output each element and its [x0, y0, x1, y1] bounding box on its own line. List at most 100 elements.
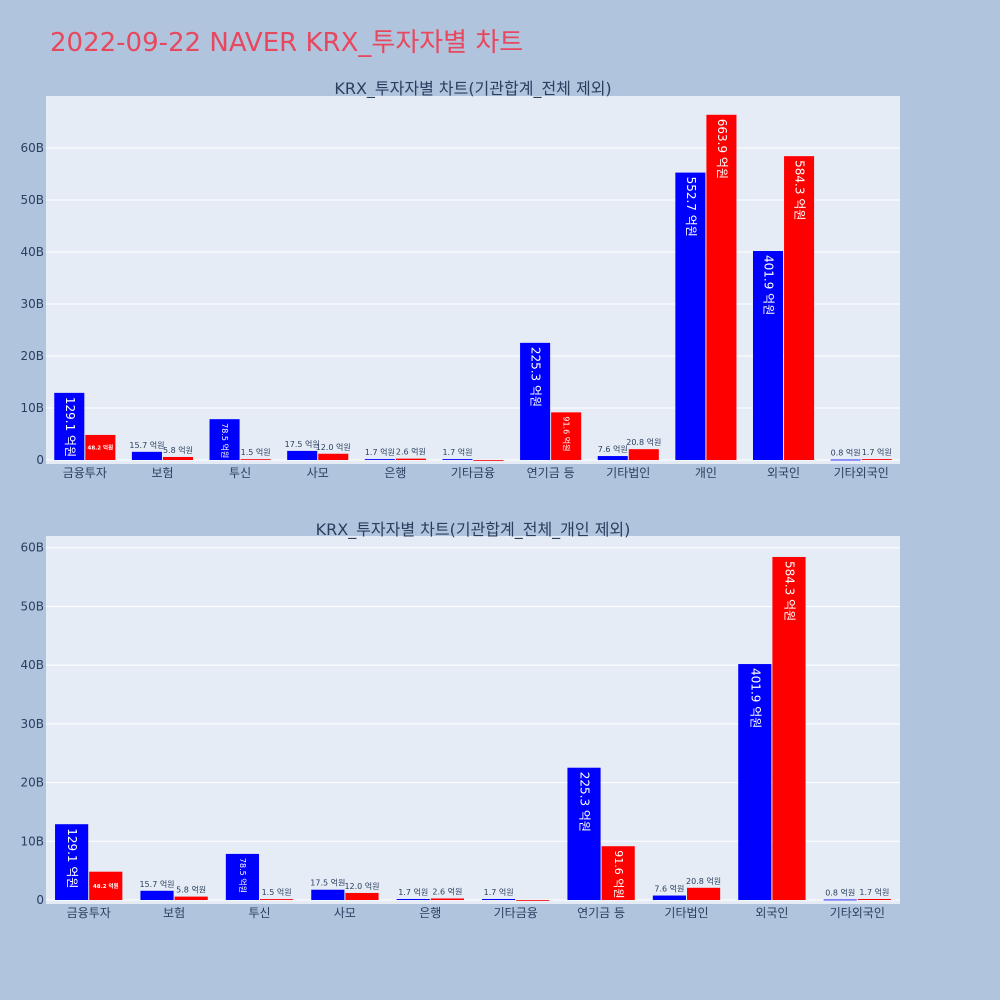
bar-value-label: 1.7 억원: [398, 887, 428, 897]
bar-sell: [830, 459, 861, 461]
bar-sell: [311, 889, 345, 900]
bar-sell: [287, 450, 318, 460]
bar-buy: [89, 871, 123, 900]
bar-value-label: 5.8 억원: [163, 445, 193, 455]
x-tick-label: 보험: [163, 906, 185, 920]
x-tick-label: 은행: [419, 905, 441, 920]
y-tick-label: 50B: [20, 599, 44, 613]
bar-buy: [174, 896, 208, 900]
bar-value-label: 15.7 억원: [139, 879, 174, 889]
bar-value-label: 91.6 억원: [562, 416, 572, 451]
bar-value-label: 663.9 억원: [715, 119, 729, 179]
y-tick-label: 20B: [20, 349, 44, 363]
y-tick-label: 0: [36, 453, 44, 467]
x-tick-label: 투신: [229, 466, 251, 480]
bar-value-label: 225.3 억원: [578, 772, 592, 832]
y-tick-label: 40B: [20, 245, 44, 259]
bar-value-label: 0.8 억원: [831, 448, 861, 458]
y-tick-label: 50B: [20, 193, 44, 207]
bar-buy: [601, 846, 635, 900]
bar-buy: [784, 156, 815, 460]
y-tick-label: 0: [36, 893, 44, 907]
bar-buy: [260, 899, 294, 900]
bar-sell: [131, 451, 162, 460]
bar-sell: [442, 459, 473, 460]
bar-value-label: 552.7 억원: [684, 177, 698, 237]
x-tick-label: 외국인: [755, 906, 788, 920]
bar-buy: [706, 114, 737, 460]
bar-buy: [516, 900, 550, 901]
plot-area: [46, 536, 900, 904]
bar-sell: [675, 172, 706, 460]
page-title: 2022-09-22 NAVER KRX_투자자별 차트: [50, 28, 524, 58]
bar-buy: [772, 556, 806, 900]
x-tick-label: 금융투자: [63, 466, 107, 480]
bar-buy: [551, 412, 582, 460]
bar-buy: [473, 460, 504, 461]
x-tick-label: 개인: [695, 466, 717, 480]
bar-buy: [162, 456, 194, 460]
y-tick-label: 10B: [20, 834, 44, 848]
bar-value-label: 1.5 억원: [262, 887, 292, 897]
bar-value-label: 401.9 억원: [748, 668, 762, 728]
bar-value-label: 78.5 억원: [220, 423, 230, 458]
bar-value-label: 17.5 억원: [285, 439, 320, 449]
y-tick-label: 30B: [20, 297, 44, 311]
bar-buy: [240, 459, 271, 461]
bar-value-label: 1.7 억원: [862, 447, 892, 457]
bar-buy: [861, 459, 892, 460]
bar-sell: [738, 664, 772, 900]
bar-sell: [396, 899, 430, 900]
bar-value-label: 7.6 억원: [654, 884, 684, 894]
bar-sell: [482, 899, 516, 900]
bar-sell: [823, 899, 857, 901]
bar-value-label: 5.8 억원: [176, 885, 206, 895]
bar-value-label: 129.1 억원: [63, 397, 77, 457]
bar-sell: [520, 342, 551, 460]
bar-buy: [395, 458, 426, 460]
bar-value-label: 15.7 억원: [129, 440, 164, 450]
bar-sell: [567, 767, 601, 900]
chart-title: KRX_투자자별 차트(기관합계_전체 제외): [334, 79, 611, 99]
bar-value-label: 78.5 억원: [238, 858, 248, 893]
bar-sell: [209, 419, 240, 460]
bar-value-label: 12.0 억원: [344, 881, 379, 891]
x-tick-label: 기타외국인: [830, 906, 885, 920]
y-tick-label: 30B: [20, 717, 44, 731]
bar-value-label: 7.6 억원: [598, 444, 628, 454]
y-tick-label: 60B: [20, 541, 44, 555]
bar-value-label: 129.1 억원: [65, 828, 79, 888]
y-tick-label: 40B: [20, 658, 44, 672]
chart-title: KRX_투자자별 차트(기관합계_전체_개인 제외): [316, 520, 631, 540]
bar-sell: [752, 251, 784, 460]
bar-value-label: 0.8 억원: [825, 888, 855, 898]
x-tick-label: 연기금 등: [527, 466, 575, 480]
bar-value-label: 401.9 억원: [762, 255, 776, 315]
x-tick-label: 기타금융: [451, 466, 495, 480]
bar-value-label: 20.8 억원: [626, 437, 661, 447]
x-tick-label: 금융투자: [67, 906, 111, 920]
bar-value-label: 584.3 억원: [782, 561, 796, 621]
bar-sell: [364, 459, 395, 460]
bar-value-label: 2.6 억원: [396, 447, 426, 457]
bar-value-label: 17.5 억원: [310, 878, 345, 888]
bar-sell: [597, 456, 628, 460]
bar-value-label: 48.2 억원: [93, 882, 119, 890]
x-tick-label: 기타법인: [664, 906, 708, 920]
y-tick-label: 10B: [20, 401, 44, 415]
bar-value-label: 1.7 억원: [859, 887, 889, 897]
bar-value-label: 1.5 억원: [241, 447, 271, 457]
x-tick-label: 기타법인: [606, 466, 650, 480]
bar-sell: [140, 890, 174, 900]
bar-buy: [318, 453, 349, 460]
bar-value-label: 20.8 억원: [686, 876, 721, 886]
bar-value-label: 584.3 억원: [793, 160, 807, 220]
bar-value-label: 1.7 억원: [484, 887, 514, 897]
bar-value-label: 225.3 억원: [529, 347, 543, 407]
bar-value-label: 2.6 억원: [432, 886, 462, 896]
x-tick-label: 연기금 등: [577, 906, 625, 920]
x-tick-label: 기타금융: [494, 906, 538, 920]
bar-sell: [225, 853, 259, 900]
y-tick-label: 60B: [20, 141, 44, 155]
bar-buy: [628, 449, 659, 460]
